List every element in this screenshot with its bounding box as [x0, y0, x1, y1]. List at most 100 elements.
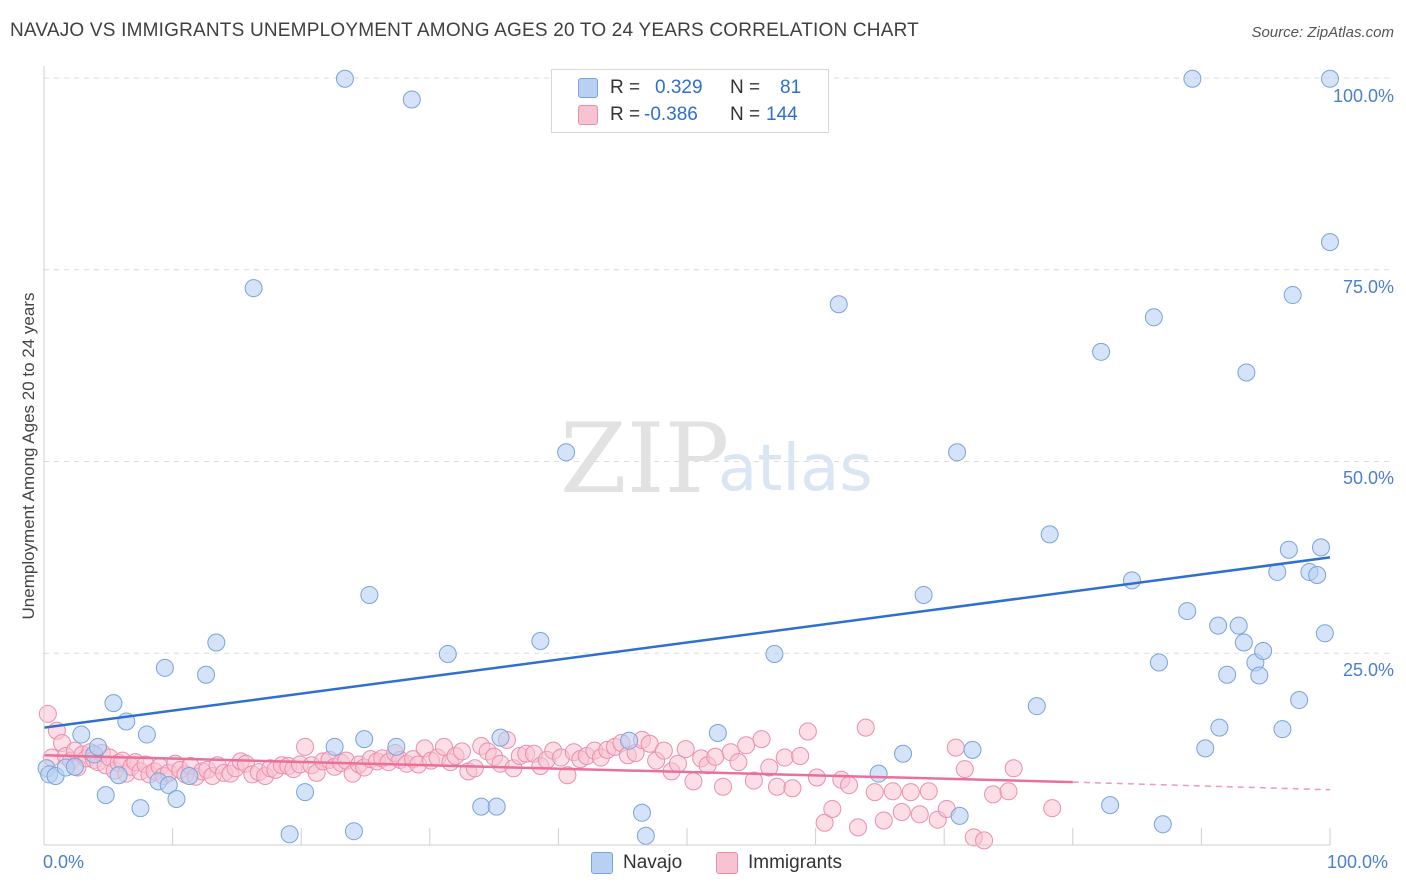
- legend-imm-n-label: N =: [730, 104, 761, 125]
- navajo-point: [1153, 815, 1172, 834]
- bottom-navajo-label: Navajo: [623, 852, 683, 873]
- navajo-point: [96, 786, 115, 805]
- legend-navajo-r-label: R =: [610, 77, 641, 98]
- navajo-points: [37, 69, 1339, 845]
- immigrants-point: [975, 831, 994, 850]
- watermark-atlas: atlas: [718, 432, 873, 506]
- immigrants-point: [452, 742, 471, 761]
- legend-imm-n-value: 144: [766, 104, 798, 125]
- navajo-point: [1311, 538, 1330, 557]
- navajo-point: [360, 585, 379, 604]
- immigrants-point: [1004, 759, 1023, 778]
- legend-navajo-r-value: 0.329: [655, 77, 703, 98]
- immigrants-point: [874, 811, 893, 830]
- navajo-point: [1254, 641, 1273, 660]
- navajo-point: [65, 757, 84, 776]
- immigrants-point: [865, 783, 884, 802]
- navajo-point: [829, 295, 848, 314]
- immigrants-point: [798, 722, 817, 741]
- navajo-point: [531, 631, 550, 650]
- immigrants-point: [946, 738, 965, 757]
- immigrants-trend-extension: [1072, 781, 1331, 791]
- immigrants-point: [752, 730, 771, 749]
- immigrants-point: [849, 818, 868, 837]
- legend-imm-r-value: -0.386: [644, 104, 698, 125]
- navajo-point: [557, 443, 576, 462]
- watermark-zip: ZIP: [560, 403, 729, 515]
- immigrants-point: [791, 747, 810, 766]
- navajo-point: [387, 737, 406, 756]
- navajo-point: [1250, 666, 1269, 685]
- navajo-point: [894, 744, 913, 763]
- navajo-point: [472, 797, 491, 816]
- immigrants-point: [465, 759, 484, 778]
- x-tick-0: 0.0%: [43, 852, 85, 872]
- navajo-point: [155, 658, 174, 677]
- navajo-point: [1178, 602, 1197, 621]
- immigrants-point: [1043, 799, 1062, 818]
- navajo-point: [1209, 616, 1228, 635]
- navajo-point: [1196, 739, 1215, 758]
- navajo-point: [1210, 718, 1229, 737]
- legend-imm-r-label: R =: [610, 104, 641, 125]
- navajo-point: [950, 806, 969, 825]
- bottom-legend-immigrants: Immigrants: [716, 852, 842, 874]
- grid-lines: [44, 77, 1394, 654]
- navajo-point: [1273, 720, 1292, 739]
- navajo-point: [1234, 633, 1253, 652]
- bottom-immigrants-label: Immigrants: [748, 852, 842, 873]
- immigrants-point: [807, 768, 826, 787]
- legend-row-immigrants: [578, 103, 598, 127]
- immigrants-point: [768, 777, 787, 796]
- immigrants-point: [558, 766, 577, 785]
- navajo-point: [335, 69, 354, 88]
- navajo-point: [344, 822, 363, 841]
- navajo-point: [1040, 525, 1059, 544]
- navajo-point: [632, 803, 651, 822]
- immigrants-point: [955, 760, 974, 779]
- navajo-point: [296, 783, 315, 802]
- legend-navajo-n-value: 81: [780, 77, 802, 98]
- navajo-point: [1092, 342, 1111, 361]
- navajo-point: [963, 740, 982, 759]
- navajo-point: [1237, 363, 1256, 382]
- immigrants-point: [840, 776, 859, 795]
- navajo-point: [109, 766, 128, 785]
- immigrants-point: [729, 753, 748, 772]
- immigrants-point: [744, 771, 763, 790]
- navajo-point: [180, 766, 199, 785]
- legend-navajo-n-label: N =: [730, 77, 761, 98]
- axes: [43, 66, 1331, 846]
- navajo-point: [167, 789, 186, 808]
- immigrants-point: [760, 758, 779, 777]
- navajo-point: [1229, 616, 1248, 635]
- bottom-legend-navajo: Navajo: [591, 852, 682, 874]
- navajo-point: [159, 776, 178, 795]
- y-tick-75: 75.0%: [1342, 277, 1394, 297]
- navajo-point: [765, 645, 784, 664]
- immigrants-point: [883, 782, 902, 801]
- immigrants-point: [783, 779, 802, 798]
- immigrants-point: [919, 782, 938, 801]
- immigrants-point: [984, 785, 1003, 804]
- navajo-point: [131, 799, 150, 818]
- immigrants-point: [714, 777, 733, 796]
- navajo-point: [914, 585, 933, 604]
- navajo-point: [1308, 566, 1327, 585]
- navajo-trend-line: [43, 556, 1331, 729]
- navajo-point: [72, 725, 91, 744]
- watermark: ZIP atlas: [560, 403, 873, 515]
- immigrants-point: [38, 704, 57, 723]
- navajo-point: [948, 443, 967, 462]
- navajo-point: [244, 279, 263, 298]
- legend-row-navajo: [578, 76, 598, 100]
- navajo-point: [1149, 653, 1168, 672]
- navajo-point: [104, 694, 123, 713]
- navajo-point: [402, 90, 421, 109]
- navajo-point: [1183, 69, 1202, 88]
- immigrants-point: [815, 813, 834, 832]
- immigrants-trend-line: [43, 754, 1073, 784]
- navajo-point: [197, 665, 216, 684]
- immigrants-point: [676, 740, 695, 759]
